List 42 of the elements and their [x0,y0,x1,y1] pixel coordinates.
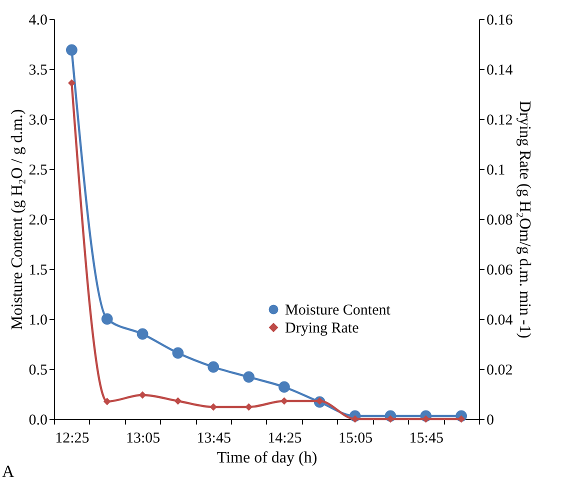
text: A [2,462,14,481]
y-tick-label: 0.0 [28,412,48,428]
x-tick-label: 13:05 [126,430,160,446]
point [103,398,111,406]
x-tick-label: 14:25 [268,430,302,446]
y-axis-title: Moisture Content (g H₂O / g d.m.) [8,109,26,330]
y2-axis-title: Drying Rate (g H₂Om/g d.m. min -1) [516,100,533,338]
point [243,371,254,383]
point [280,397,288,405]
y2-tick-label: 0.06 [486,262,514,278]
y-tick-label: 3.0 [28,112,48,128]
point [172,347,184,359]
y-tick-label: 1.0 [28,312,48,328]
x-tick-label: 15:05 [338,430,373,446]
y-tick-label: 4.0 [28,12,48,28]
y2-tick-label: 0.04 [486,312,514,328]
legend-label: Moisture Content [285,302,392,318]
point [174,397,182,405]
y2-tick-label: 0 [486,412,494,428]
y-tick-label: 2.5 [28,162,48,178]
x-tick-label: 12:25 [55,430,90,446]
y-tick-label: 3.5 [28,62,48,78]
y2-tick-label: 0.14 [486,62,514,78]
y2-tick-label: 0.12 [486,112,513,128]
x-axis-title: Time of day (h) [216,450,318,466]
point [68,79,76,87]
x-tick-label: 15:45 [409,430,444,446]
legend-label: Drying Rate [285,320,360,336]
point [208,361,220,373]
y2-tick-label: 0.16 [486,12,514,28]
y-tick-label: 2.0 [28,212,48,228]
y2-tick-label: 0.02 [486,362,513,378]
point [101,313,113,325]
x-tick-label: 13:45 [196,430,231,446]
y2-tick-label: 0.08 [486,212,513,228]
point [136,328,148,340]
point [66,44,78,56]
y2-tick-label: 0.1 [486,162,506,178]
point [278,381,290,393]
y-tick-label: 0.5 [28,362,48,378]
point [138,391,146,399]
y-tick-label: 1.5 [28,262,48,278]
